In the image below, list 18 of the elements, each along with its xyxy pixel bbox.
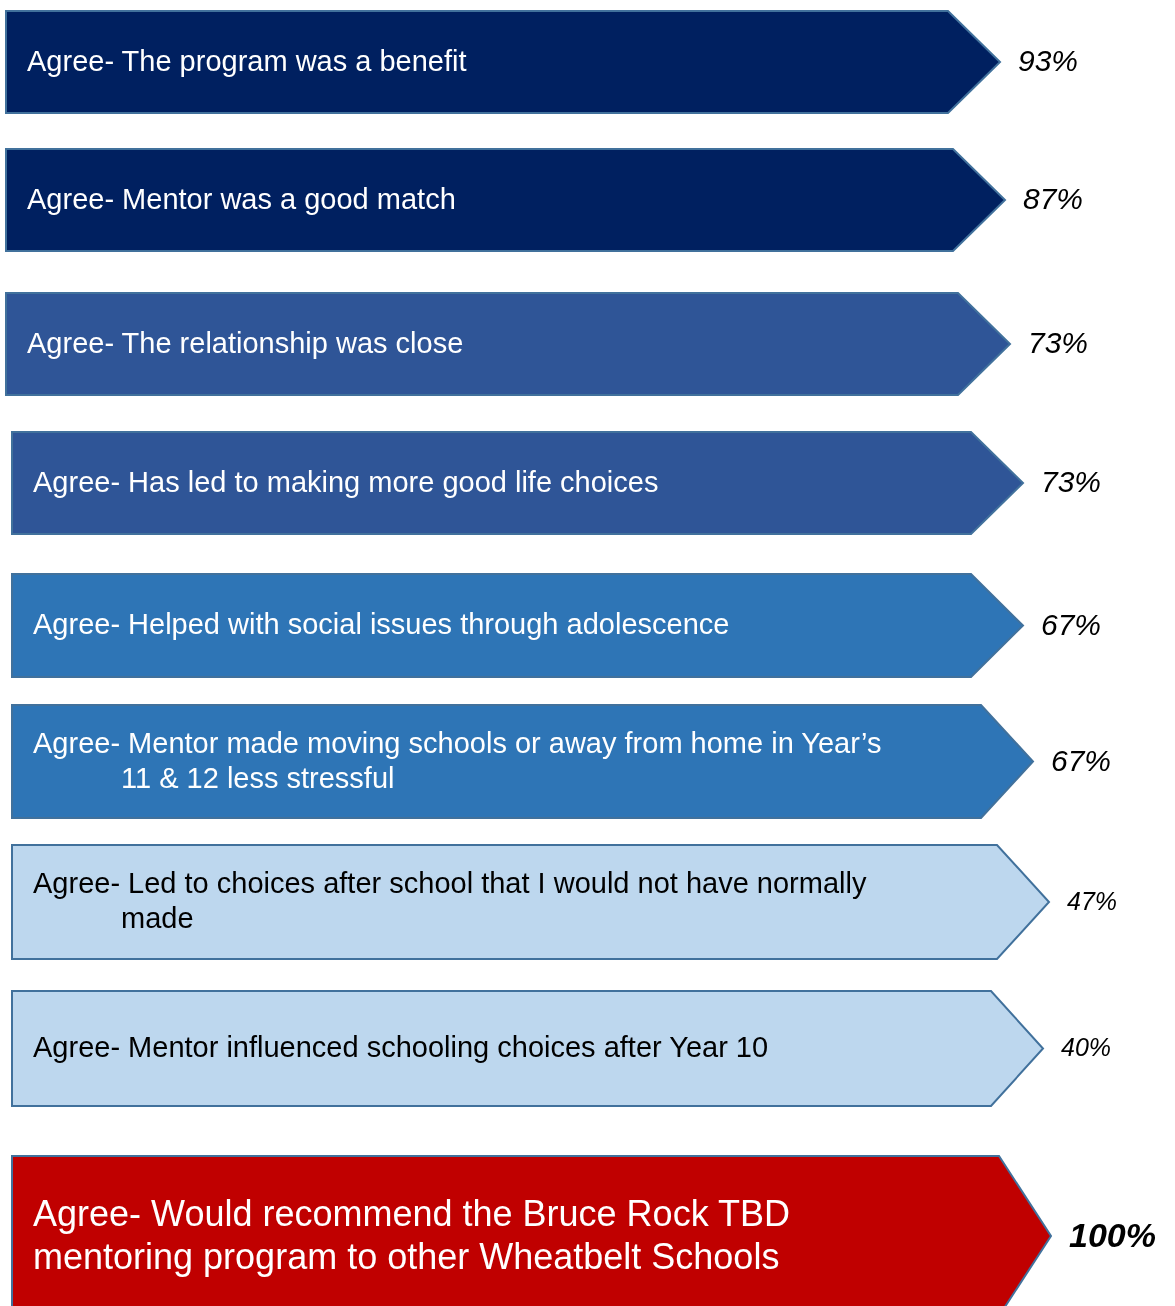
data-label: 40% xyxy=(1061,1032,1112,1063)
category-label: Agree- The relationship was close xyxy=(27,325,464,361)
category-label: Agree- Led to choices after school that I would not have normally made xyxy=(33,866,868,936)
data-label: 93% xyxy=(1018,43,1079,79)
data-label: 73% xyxy=(1028,325,1089,361)
category-label: Agree- Mentor was a good match xyxy=(27,181,456,217)
category-label: Agree- Would recommend the Bruce Rock TBD mentoring program to other Wheatbelt Schools xyxy=(33,1191,791,1279)
category-label: Agree- Has led to making more good life choices xyxy=(33,464,659,500)
data-label: 67% xyxy=(1041,606,1102,643)
category-label: Agree- The program was a benefit xyxy=(27,43,467,79)
category-label: Agree- Helped with social issues through adolescence xyxy=(33,607,730,642)
data-label: 47% xyxy=(1067,885,1118,917)
data-label: 100% xyxy=(1069,1214,1156,1256)
category-label: Agree- Mentor influenced schooling choices after Year 10 xyxy=(33,1030,769,1065)
data-label: 67% xyxy=(1051,742,1112,779)
category-label: Agree- Mentor made moving schools or away from home in Year’s 11 & 12 less stressful xyxy=(33,725,883,796)
data-label: 87% xyxy=(1023,181,1084,217)
data-label: 73% xyxy=(1041,464,1102,500)
